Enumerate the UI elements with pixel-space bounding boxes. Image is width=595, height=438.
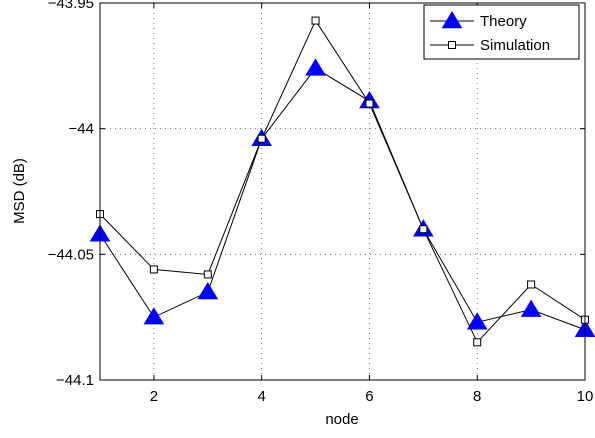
x-tick-label: 2 bbox=[150, 388, 158, 405]
theory-point bbox=[520, 299, 542, 317]
y-tick-label: −44.05 bbox=[48, 246, 94, 263]
y-tick-label: −43.95 bbox=[48, 0, 94, 12]
legend: Theory Simulation bbox=[423, 4, 580, 60]
legend-theory-label: Theory bbox=[480, 13, 527, 30]
x-tick-label: 6 bbox=[365, 388, 373, 405]
ticks: 2 4 6 8 10 −44.1 −44.05 −44 −43.95 bbox=[48, 0, 594, 405]
theory-point bbox=[197, 282, 219, 300]
simulation-point bbox=[527, 280, 536, 289]
simulation-point bbox=[203, 270, 212, 279]
theory-point bbox=[143, 307, 165, 325]
grid bbox=[100, 3, 585, 380]
legend-box bbox=[423, 4, 580, 60]
y-axis-label: MSD (dB) bbox=[11, 158, 28, 224]
x-tick-label: 8 bbox=[473, 388, 481, 405]
plot-frame bbox=[99, 2, 586, 381]
legend-simulation-label: Simulation bbox=[480, 37, 550, 54]
x-tick-label: 10 bbox=[577, 388, 594, 405]
x-axis-label: node bbox=[325, 411, 358, 428]
legend-simulation-marker bbox=[448, 41, 456, 49]
legend-theory-marker bbox=[441, 11, 463, 29]
x-tick-label: 4 bbox=[257, 388, 265, 405]
simulation-point bbox=[311, 16, 320, 25]
theory-line bbox=[99, 67, 586, 331]
simulation-line bbox=[99, 19, 586, 344]
simulation-point bbox=[419, 225, 428, 234]
simulation-point bbox=[365, 99, 374, 108]
y-tick-label: −44 bbox=[69, 121, 94, 138]
theory-point bbox=[305, 58, 326, 76]
simulation-point bbox=[149, 265, 158, 274]
simulation-point bbox=[257, 134, 266, 143]
theory-point bbox=[466, 312, 488, 330]
plot-background bbox=[100, 3, 585, 380]
y-tick-label: −44.1 bbox=[56, 372, 94, 389]
simulation-point bbox=[473, 338, 482, 347]
